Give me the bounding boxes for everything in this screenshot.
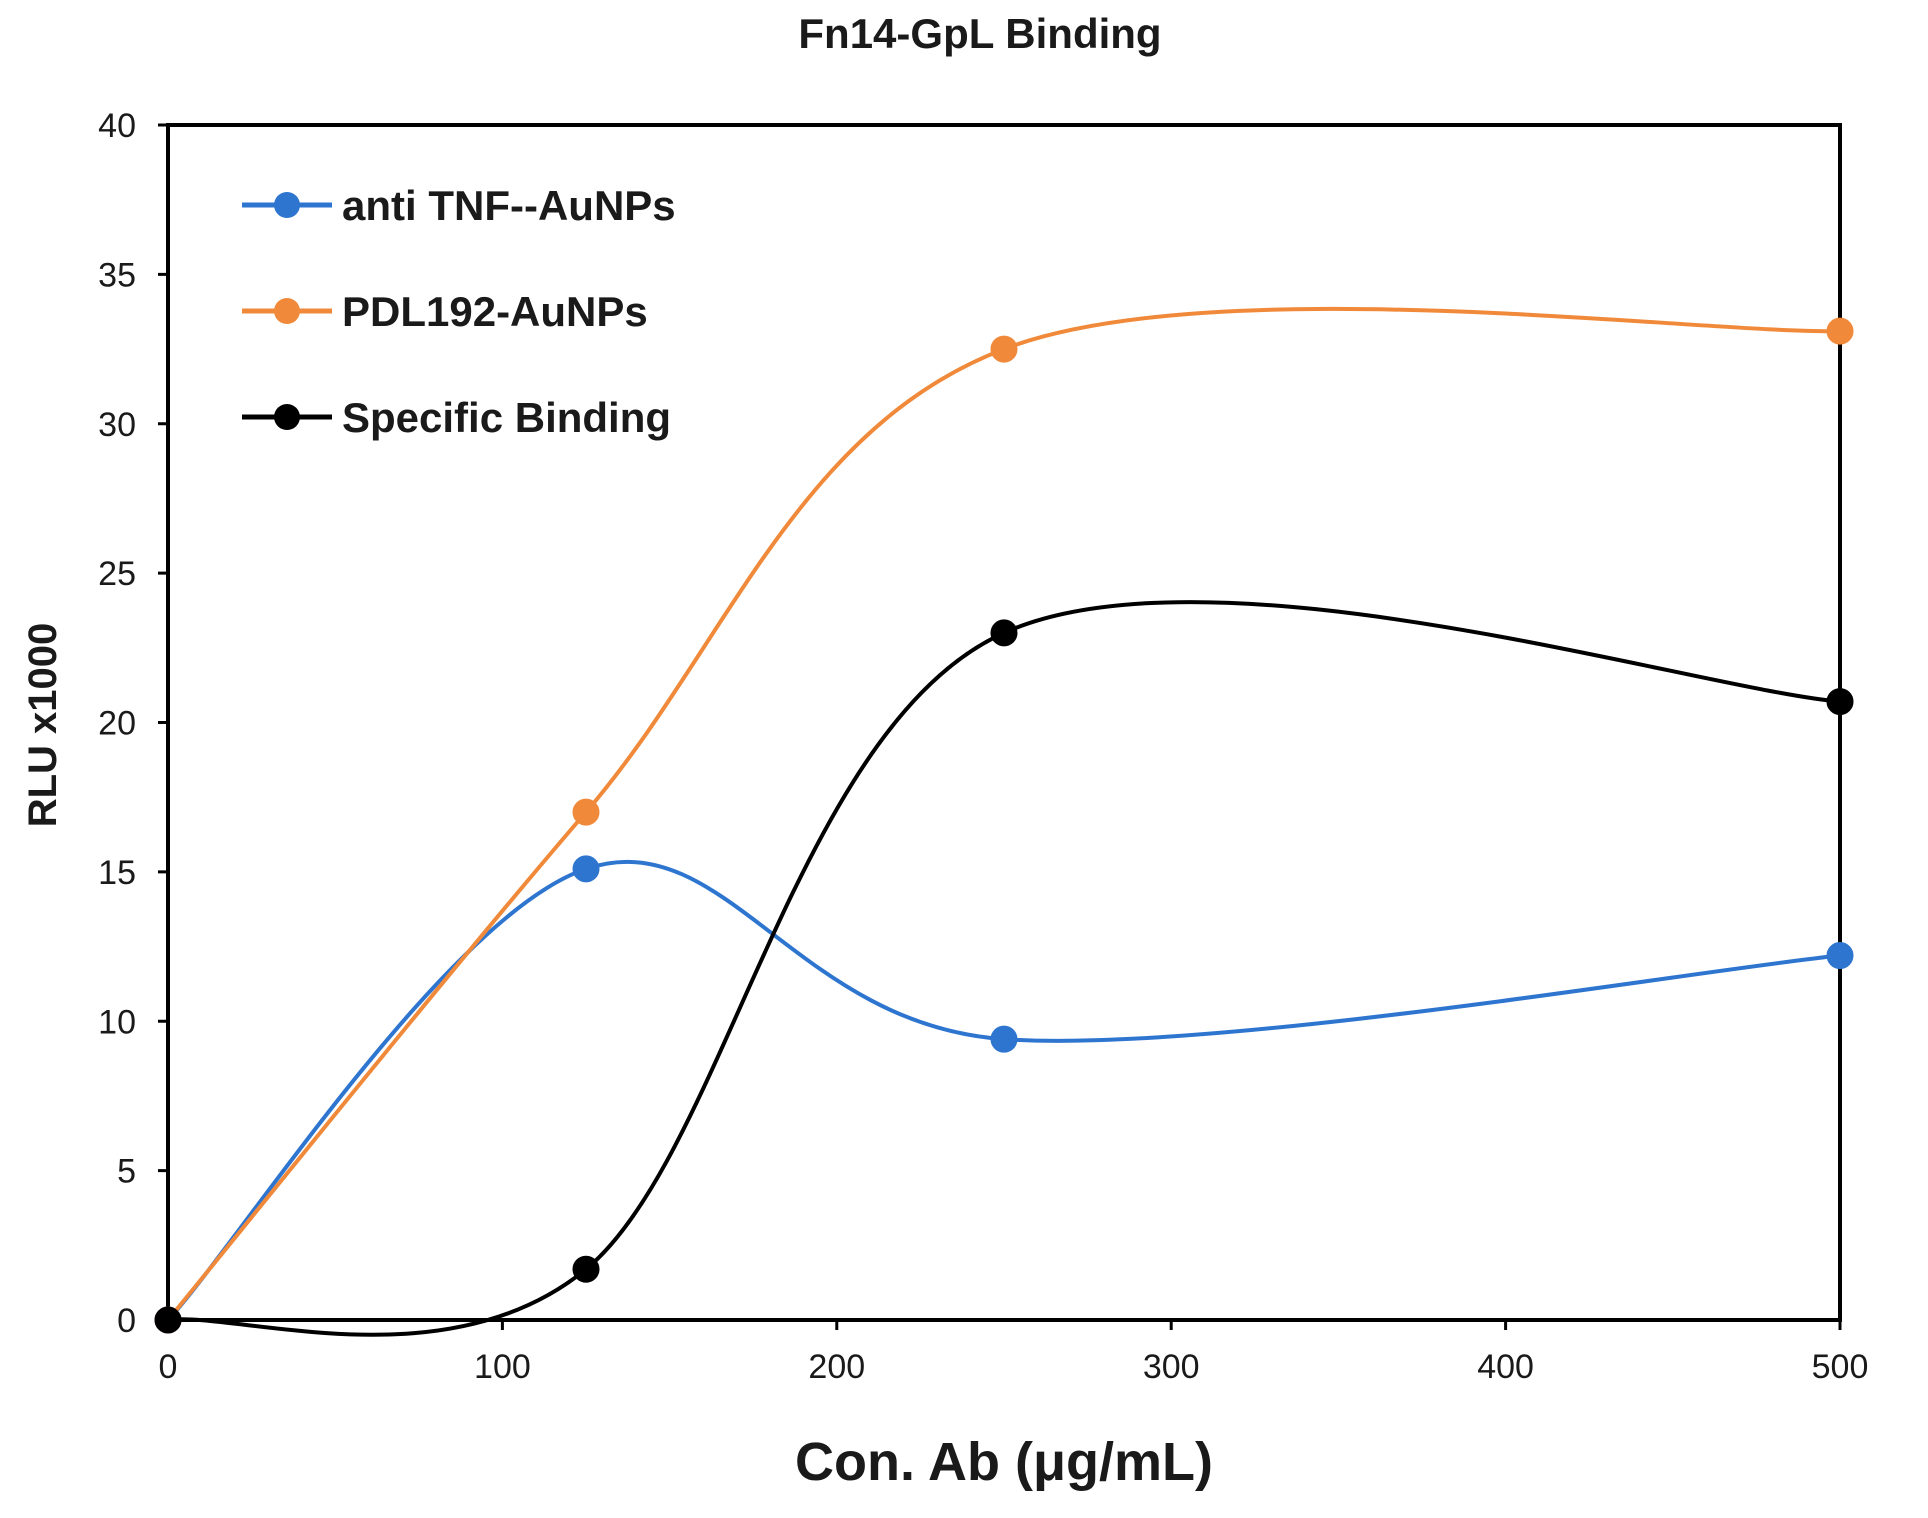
series-layer [154, 306, 1854, 1337]
data-point-specific-binding [572, 1255, 600, 1283]
data-point-specific-binding [1826, 688, 1854, 716]
y-tick-label: 20 [98, 705, 136, 743]
legend-swatch-marker [274, 192, 300, 218]
y-tick-label: 40 [98, 107, 136, 145]
x-tick-label: 300 [1143, 1348, 1200, 1386]
data-point-pdl192-aunps [1826, 317, 1854, 345]
y-tick-label: 0 [117, 1302, 136, 1340]
data-point-pdl192-aunps [572, 798, 600, 826]
y-axis-ticks: 0 5 10 15 20 25 30 35 40 [98, 107, 168, 1340]
data-point-anti-tnf-aunps [990, 1025, 1018, 1053]
chart-title: Fn14-GpL Binding [798, 10, 1161, 57]
legend-label: PDL192-AuNPs [342, 288, 648, 335]
series-line-pdl192-aunps [166, 306, 1841, 1322]
y-tick-label: 10 [98, 1003, 136, 1041]
data-point-specific-binding [154, 1306, 182, 1334]
x-tick-label: 200 [808, 1348, 865, 1386]
legend-swatch-marker [274, 298, 300, 324]
data-point-anti-tnf-aunps [1826, 942, 1854, 970]
data-point-anti-tnf-aunps [572, 855, 600, 883]
series-line-anti-tnf-aunps [166, 860, 1841, 1322]
y-tick-label: 30 [98, 406, 136, 444]
x-tick-label: 100 [474, 1348, 531, 1386]
y-axis-label: RLU x1000 [21, 623, 65, 828]
y-tick-label: 35 [98, 256, 136, 294]
legend-label: Specific Binding [342, 394, 671, 441]
legend-item-anti-tnf-aunps: anti TNF--AuNPs [242, 182, 676, 229]
legend-item-pdl192-aunps: PDL192-AuNPs [242, 288, 648, 335]
x-tick-label: 500 [1812, 1348, 1869, 1386]
y-tick-label: 25 [98, 555, 136, 593]
x-axis-ticks: 0 100 200 300 400 500 [159, 1320, 1869, 1386]
legend-swatch-marker [274, 404, 300, 430]
data-point-specific-binding [990, 619, 1018, 647]
legend-label: anti TNF--AuNPs [342, 182, 676, 229]
series-line-specific-binding [167, 599, 1841, 1337]
x-tick-label: 400 [1477, 1348, 1534, 1386]
x-tick-label: 0 [159, 1348, 178, 1386]
legend-item-specific-binding: Specific Binding [242, 394, 671, 441]
y-tick-label: 5 [117, 1153, 136, 1191]
y-tick-label: 15 [98, 854, 136, 892]
data-point-pdl192-aunps [990, 335, 1018, 363]
x-axis-label: Con. Ab (μg/mL) [795, 1432, 1213, 1492]
legend: anti TNF--AuNPs PDL192-AuNPs Specific Bind… [242, 182, 676, 441]
